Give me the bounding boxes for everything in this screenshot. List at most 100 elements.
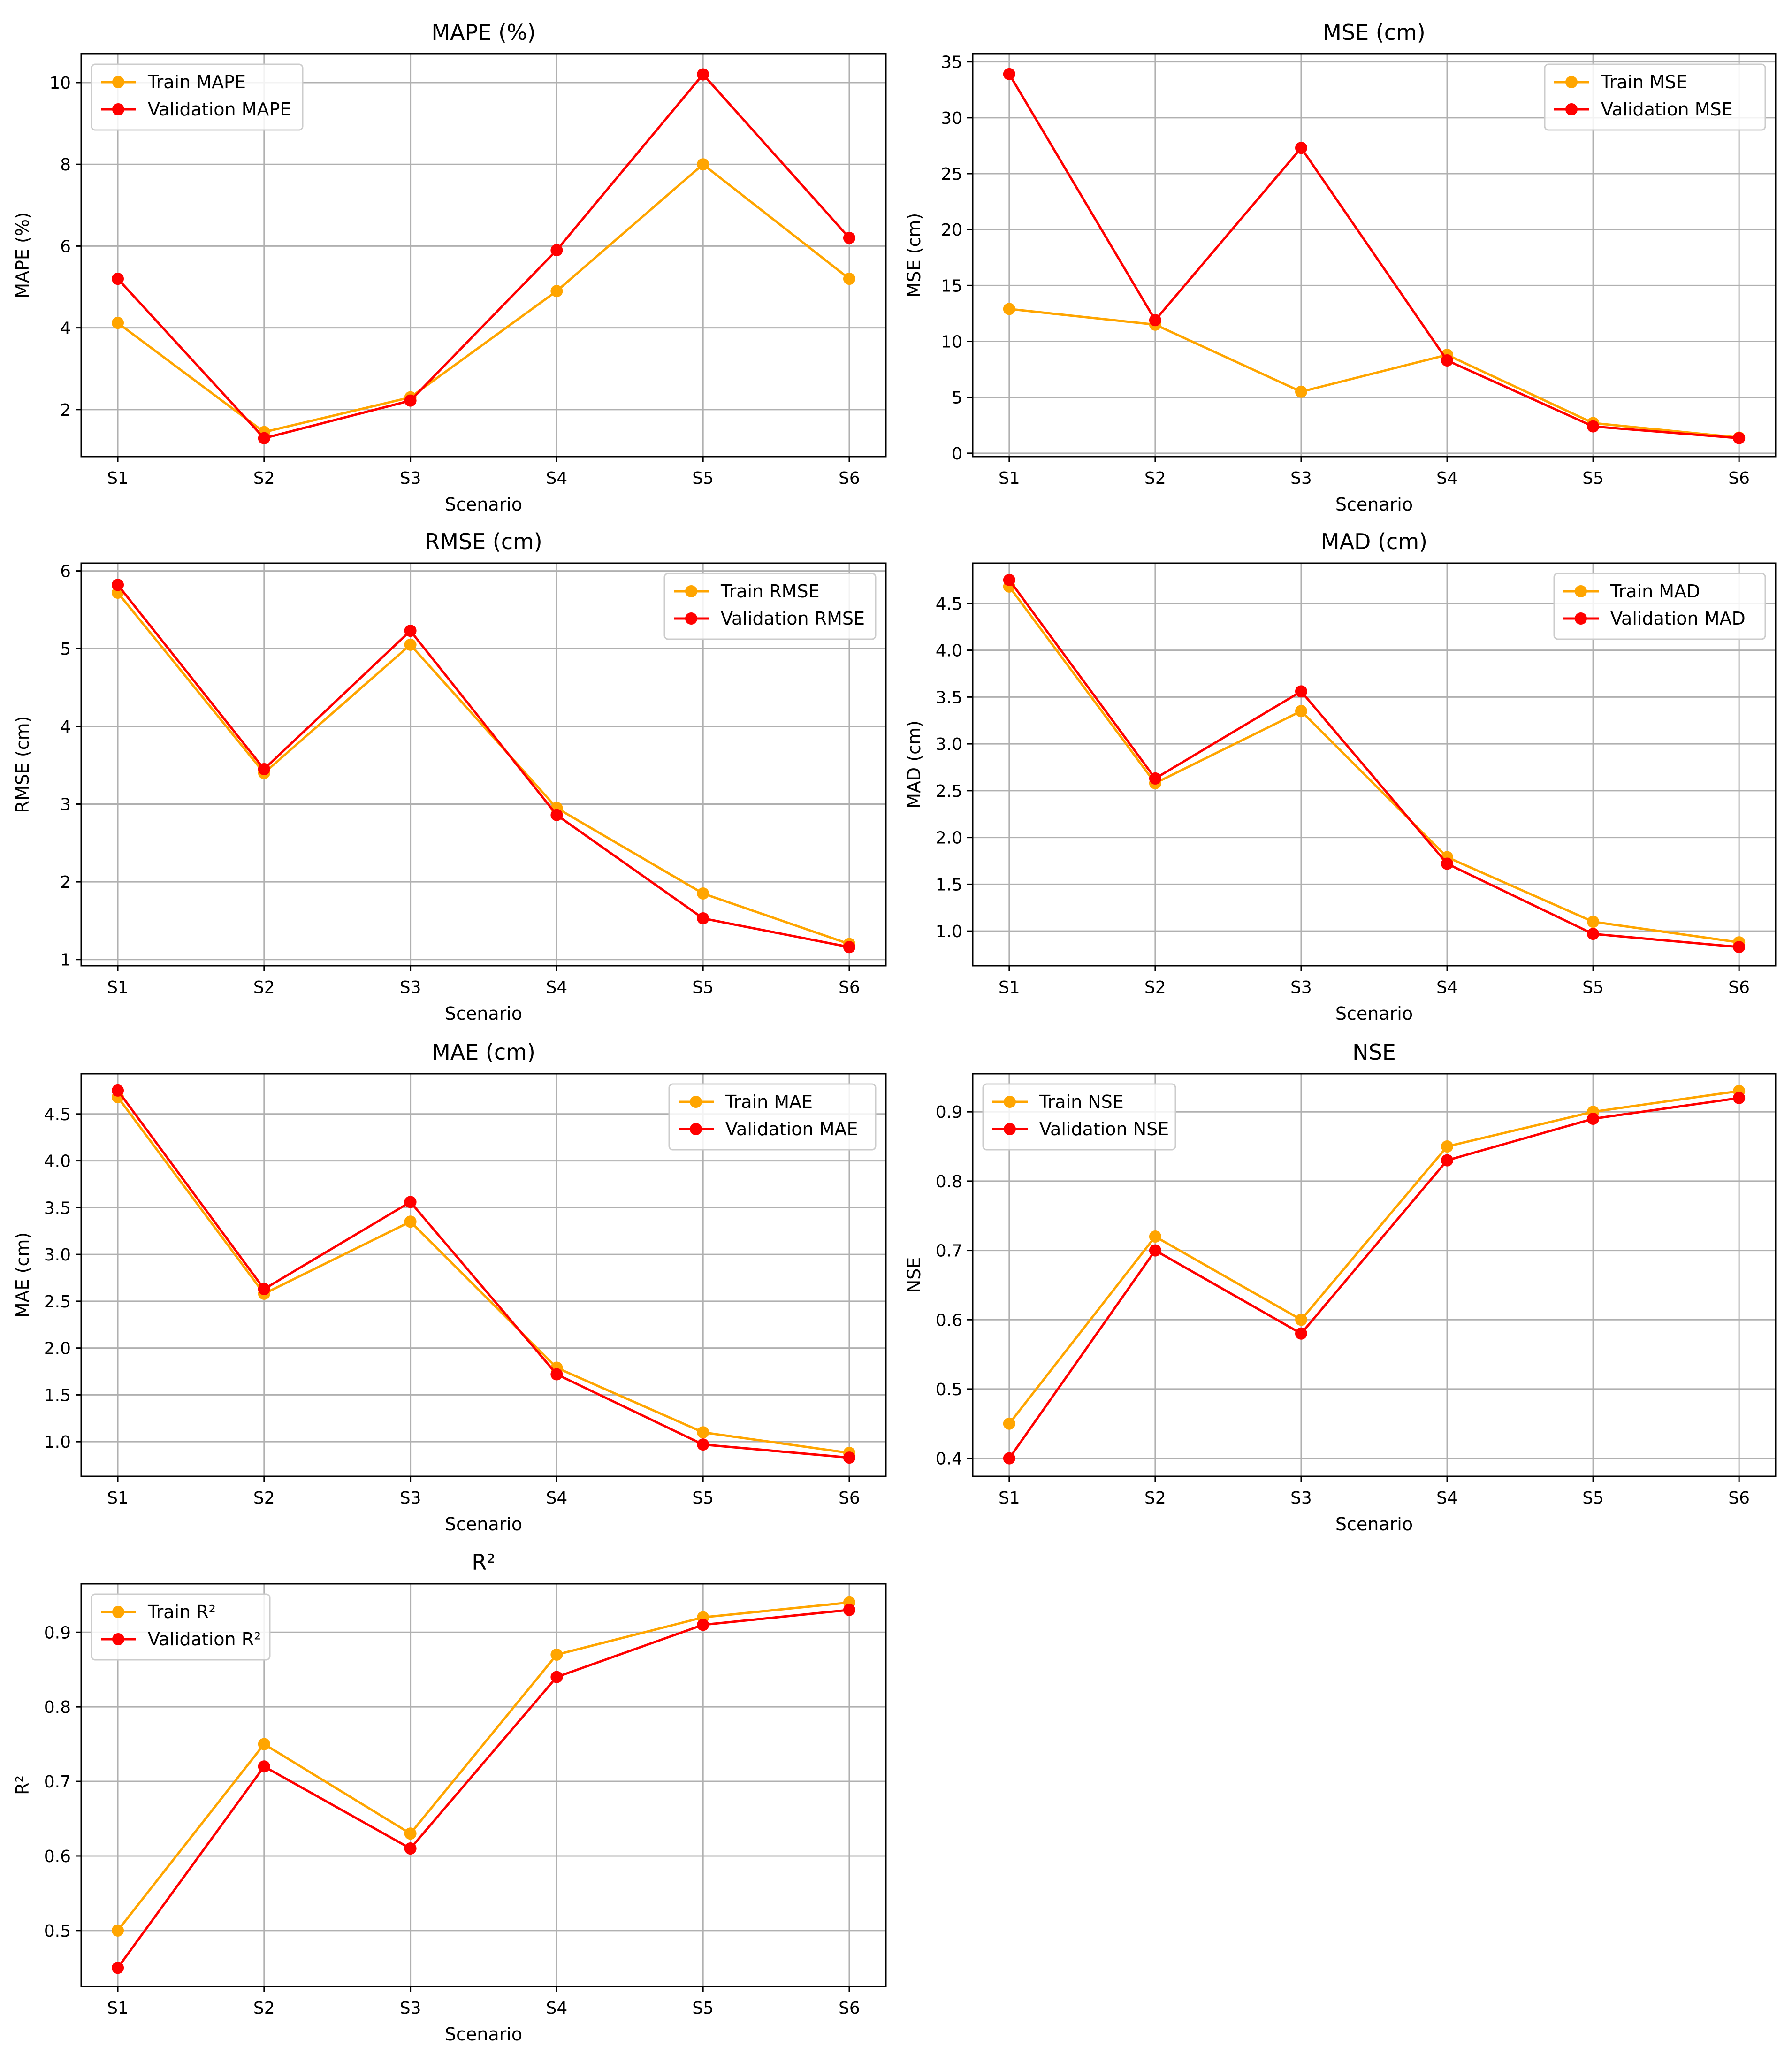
data-point <box>1295 142 1307 154</box>
series-line <box>117 1601 850 1932</box>
series-validation <box>112 1084 855 1464</box>
legend-swatch-marker <box>112 76 124 88</box>
legend-item-validation: Validation R² <box>101 1629 261 1650</box>
data-point <box>404 394 417 407</box>
series-validation <box>112 579 855 954</box>
x-tick-label: S3 <box>1290 469 1312 488</box>
legend-swatch-marker <box>685 612 697 625</box>
y-tick-label: 3.5 <box>44 1199 71 1218</box>
data-point <box>697 1619 709 1631</box>
x-tick-label: S6 <box>839 978 860 997</box>
legend-item-train: Train MAPE <box>101 72 246 92</box>
data-point <box>258 763 270 775</box>
data-point <box>1295 685 1307 698</box>
x-tick-label: S2 <box>253 1999 275 2018</box>
y-tick-label: 15 <box>941 276 962 296</box>
legend-box <box>663 573 877 640</box>
y-axis-label: R² <box>12 1775 33 1795</box>
y-tick-label: 0.5 <box>936 1380 962 1399</box>
y-tick-label: 2.0 <box>936 829 962 848</box>
x-tick-label: S2 <box>253 469 275 488</box>
x-tick-label: S3 <box>1290 1489 1312 1508</box>
y-tick-label: 3.5 <box>936 688 962 707</box>
data-point <box>404 1215 417 1228</box>
series-line <box>117 1609 850 1969</box>
legend-swatch-marker <box>1004 1096 1016 1108</box>
chart-panel-6: S1 S2 S3 S4 S5 S6 0.4 0.5 0.6 0.7 0.8 0.9 NSE Scenari… <box>904 1039 1777 1535</box>
data-point <box>404 1196 417 1208</box>
data-point <box>843 231 855 244</box>
chart-title: MSE (cm) <box>1323 20 1426 45</box>
axes-frame <box>80 562 887 967</box>
legend-label: Train MSE <box>1601 72 1687 92</box>
x-tick-label: S5 <box>692 978 714 997</box>
y-tick-label: 6 <box>60 237 71 256</box>
data-point <box>550 1368 563 1381</box>
legend-item-train: Train MAD <box>1563 581 1700 602</box>
data-point <box>697 68 709 81</box>
legend: Train RMSE Validation RMSE <box>663 573 877 640</box>
data-point <box>112 273 124 285</box>
y-tick-label: 5 <box>60 640 71 659</box>
legend-swatch-marker <box>1004 1123 1016 1135</box>
series-line <box>117 1096 850 1454</box>
data-point <box>550 809 563 821</box>
chart-title: R² <box>472 1550 495 1575</box>
legend: Train R² Validation R² <box>91 1593 271 1661</box>
legend-item-validation: Validation MSE <box>1554 99 1733 120</box>
y-tick-label: 4 <box>60 718 71 737</box>
legend-item-validation: Validation NSE <box>992 1119 1169 1139</box>
y-tick-label: 8 <box>60 155 71 175</box>
x-tick-label: S2 <box>1144 1489 1166 1508</box>
series-validation <box>1003 1092 1746 1465</box>
y-tick-label: 0.8 <box>936 1172 962 1191</box>
series-line <box>117 73 850 440</box>
data-point <box>1003 68 1015 80</box>
legend-swatch-marker <box>1575 585 1587 597</box>
y-tick-label: 2.0 <box>44 1339 71 1359</box>
legend-swatch-marker <box>112 103 124 115</box>
legend-swatch-marker <box>690 1096 702 1108</box>
x-tick-label: S4 <box>546 978 568 997</box>
x-tick-label: S4 <box>1436 469 1458 488</box>
x-axis-label: Scenario <box>445 1514 522 1535</box>
data-point <box>1441 1140 1454 1153</box>
legend-swatch-marker <box>685 585 697 597</box>
y-tick-label: 30 <box>941 109 962 128</box>
legend-label: Validation MSE <box>1601 99 1733 120</box>
legend: Train MSE Validation MSE <box>1544 63 1766 131</box>
data-point <box>1003 303 1015 315</box>
legend-box <box>1553 573 1766 640</box>
x-tick-label: S6 <box>839 1489 860 1508</box>
y-tick-label: 1.5 <box>44 1386 71 1405</box>
axes-frame <box>80 1073 887 1477</box>
y-tick-label: 0.8 <box>44 1698 71 1717</box>
data-point <box>112 1084 124 1097</box>
legend-label: Validation MAPE <box>148 99 291 120</box>
data-point <box>550 244 563 257</box>
x-tick-label: S4 <box>1436 978 1458 997</box>
chart-panel-2: S1 S2 S3 S4 S5 S6 0 5 10 15 20 25 30 35 MSE (cm) Scenar… <box>904 20 1777 515</box>
data-point <box>1295 705 1307 718</box>
legend-swatch-marker <box>112 1633 124 1645</box>
legend-item-validation: Validation MAE <box>679 1119 858 1139</box>
data-point <box>112 1924 124 1937</box>
series-validation <box>112 1604 855 1974</box>
data-point <box>697 912 709 924</box>
y-tick-label: 1.0 <box>44 1433 71 1452</box>
chart-panel-4: S1 S2 S3 S4 S5 S6 1.0 1.5 2.0 2.5 3.0 3.5 4.0 4.5 MAD … <box>904 529 1777 1024</box>
data-point <box>697 1426 709 1439</box>
data-point <box>1733 1092 1746 1104</box>
data-point <box>1587 916 1600 928</box>
data-point <box>404 1827 417 1840</box>
x-tick-label: S5 <box>1582 978 1604 997</box>
x-tick-label: S2 <box>1144 978 1166 997</box>
y-tick-label: 2.5 <box>44 1292 71 1312</box>
data-point <box>1295 1314 1307 1326</box>
grid <box>81 54 886 457</box>
legend-label: Train R² <box>147 1602 216 1622</box>
data-point <box>1295 1327 1307 1340</box>
data-point <box>1149 314 1161 327</box>
data-point <box>1003 573 1015 586</box>
y-tick-label: 1 <box>60 951 71 970</box>
